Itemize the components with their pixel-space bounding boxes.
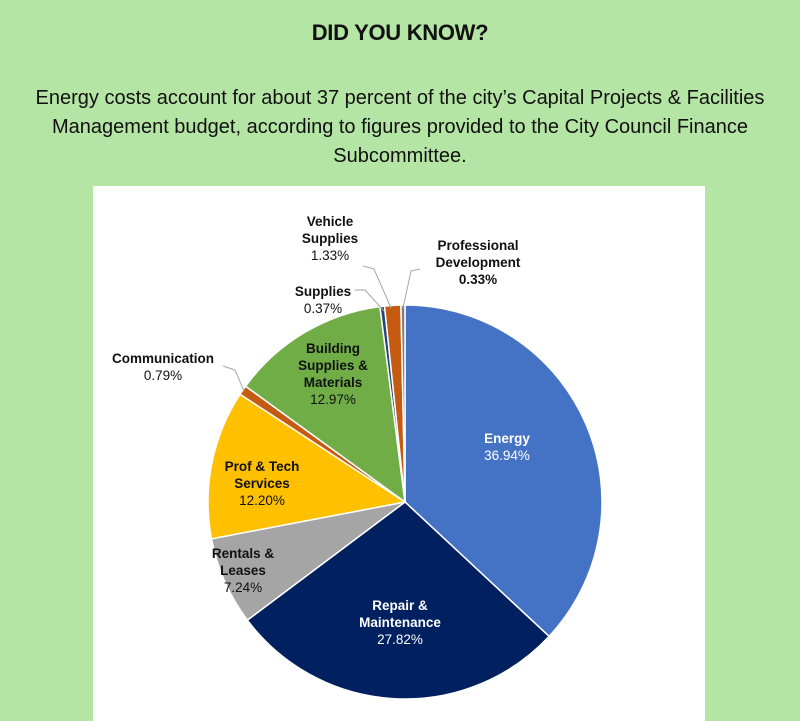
slice-percent: 27.82% (377, 632, 423, 647)
headline: DID YOU KNOW? (311, 20, 489, 45)
slice-name: Repair & Maintenance (359, 598, 441, 630)
intro-text: Energy costs account for about 37 percen… (35, 87, 765, 167)
data-label: Communication 0.79% (112, 350, 214, 384)
slice-percent: 0.79% (143, 368, 183, 383)
slice-percent: 12.97% (310, 392, 356, 407)
slice-percent: 7.24% (223, 580, 263, 595)
leader-line (355, 289, 385, 312)
data-label: Supplies 0.37% (295, 283, 351, 317)
pie-slice-professional-development (400, 304, 406, 503)
slice-name: Communication (111, 351, 215, 366)
slice-name: Supplies (294, 284, 352, 299)
data-label: Repair & Maintenance 27.82% (359, 597, 441, 648)
slice-name: Rentals & Leases (211, 546, 275, 578)
pie-slice-building-supplies-materials (244, 305, 406, 504)
data-label: Professional Development 0.33% (436, 237, 521, 288)
pie-slice-prof-tech-services (207, 393, 407, 540)
slice-name: Energy (484, 431, 530, 446)
leader-line (402, 268, 421, 309)
leader-line (362, 265, 392, 309)
data-label: Building Supplies & Materials 12.97% (298, 340, 368, 408)
pie-chart (207, 265, 603, 700)
data-label: Energy 36.94% (484, 430, 530, 464)
slice-percent: 1.33% (310, 248, 350, 263)
slice-name: Vehicle Supplies (301, 214, 359, 246)
data-label: Prof & Tech Services 12.20% (225, 458, 300, 509)
leader-line (222, 365, 245, 392)
slice-percent: 0.37% (303, 301, 343, 316)
slice-name: Professional Development (435, 238, 521, 270)
pie-slice-repair-maintenance (246, 501, 551, 700)
slice-percent: 0.33% (458, 272, 498, 287)
data-label: Rentals & Leases 7.24% (212, 545, 274, 596)
data-label: Vehicle Supplies 1.33% (302, 213, 358, 264)
slice-percent: 12.20% (239, 493, 285, 508)
slice-percent: 36.94% (484, 448, 530, 463)
slice-name: Prof & Tech Services (224, 459, 300, 491)
pie-slice-energy (404, 304, 603, 638)
chart-panel: Energy 36.94% Repair & Maintenance 27.82% Ren… (93, 186, 705, 721)
slice-name: Building Supplies & Materials (298, 341, 368, 390)
